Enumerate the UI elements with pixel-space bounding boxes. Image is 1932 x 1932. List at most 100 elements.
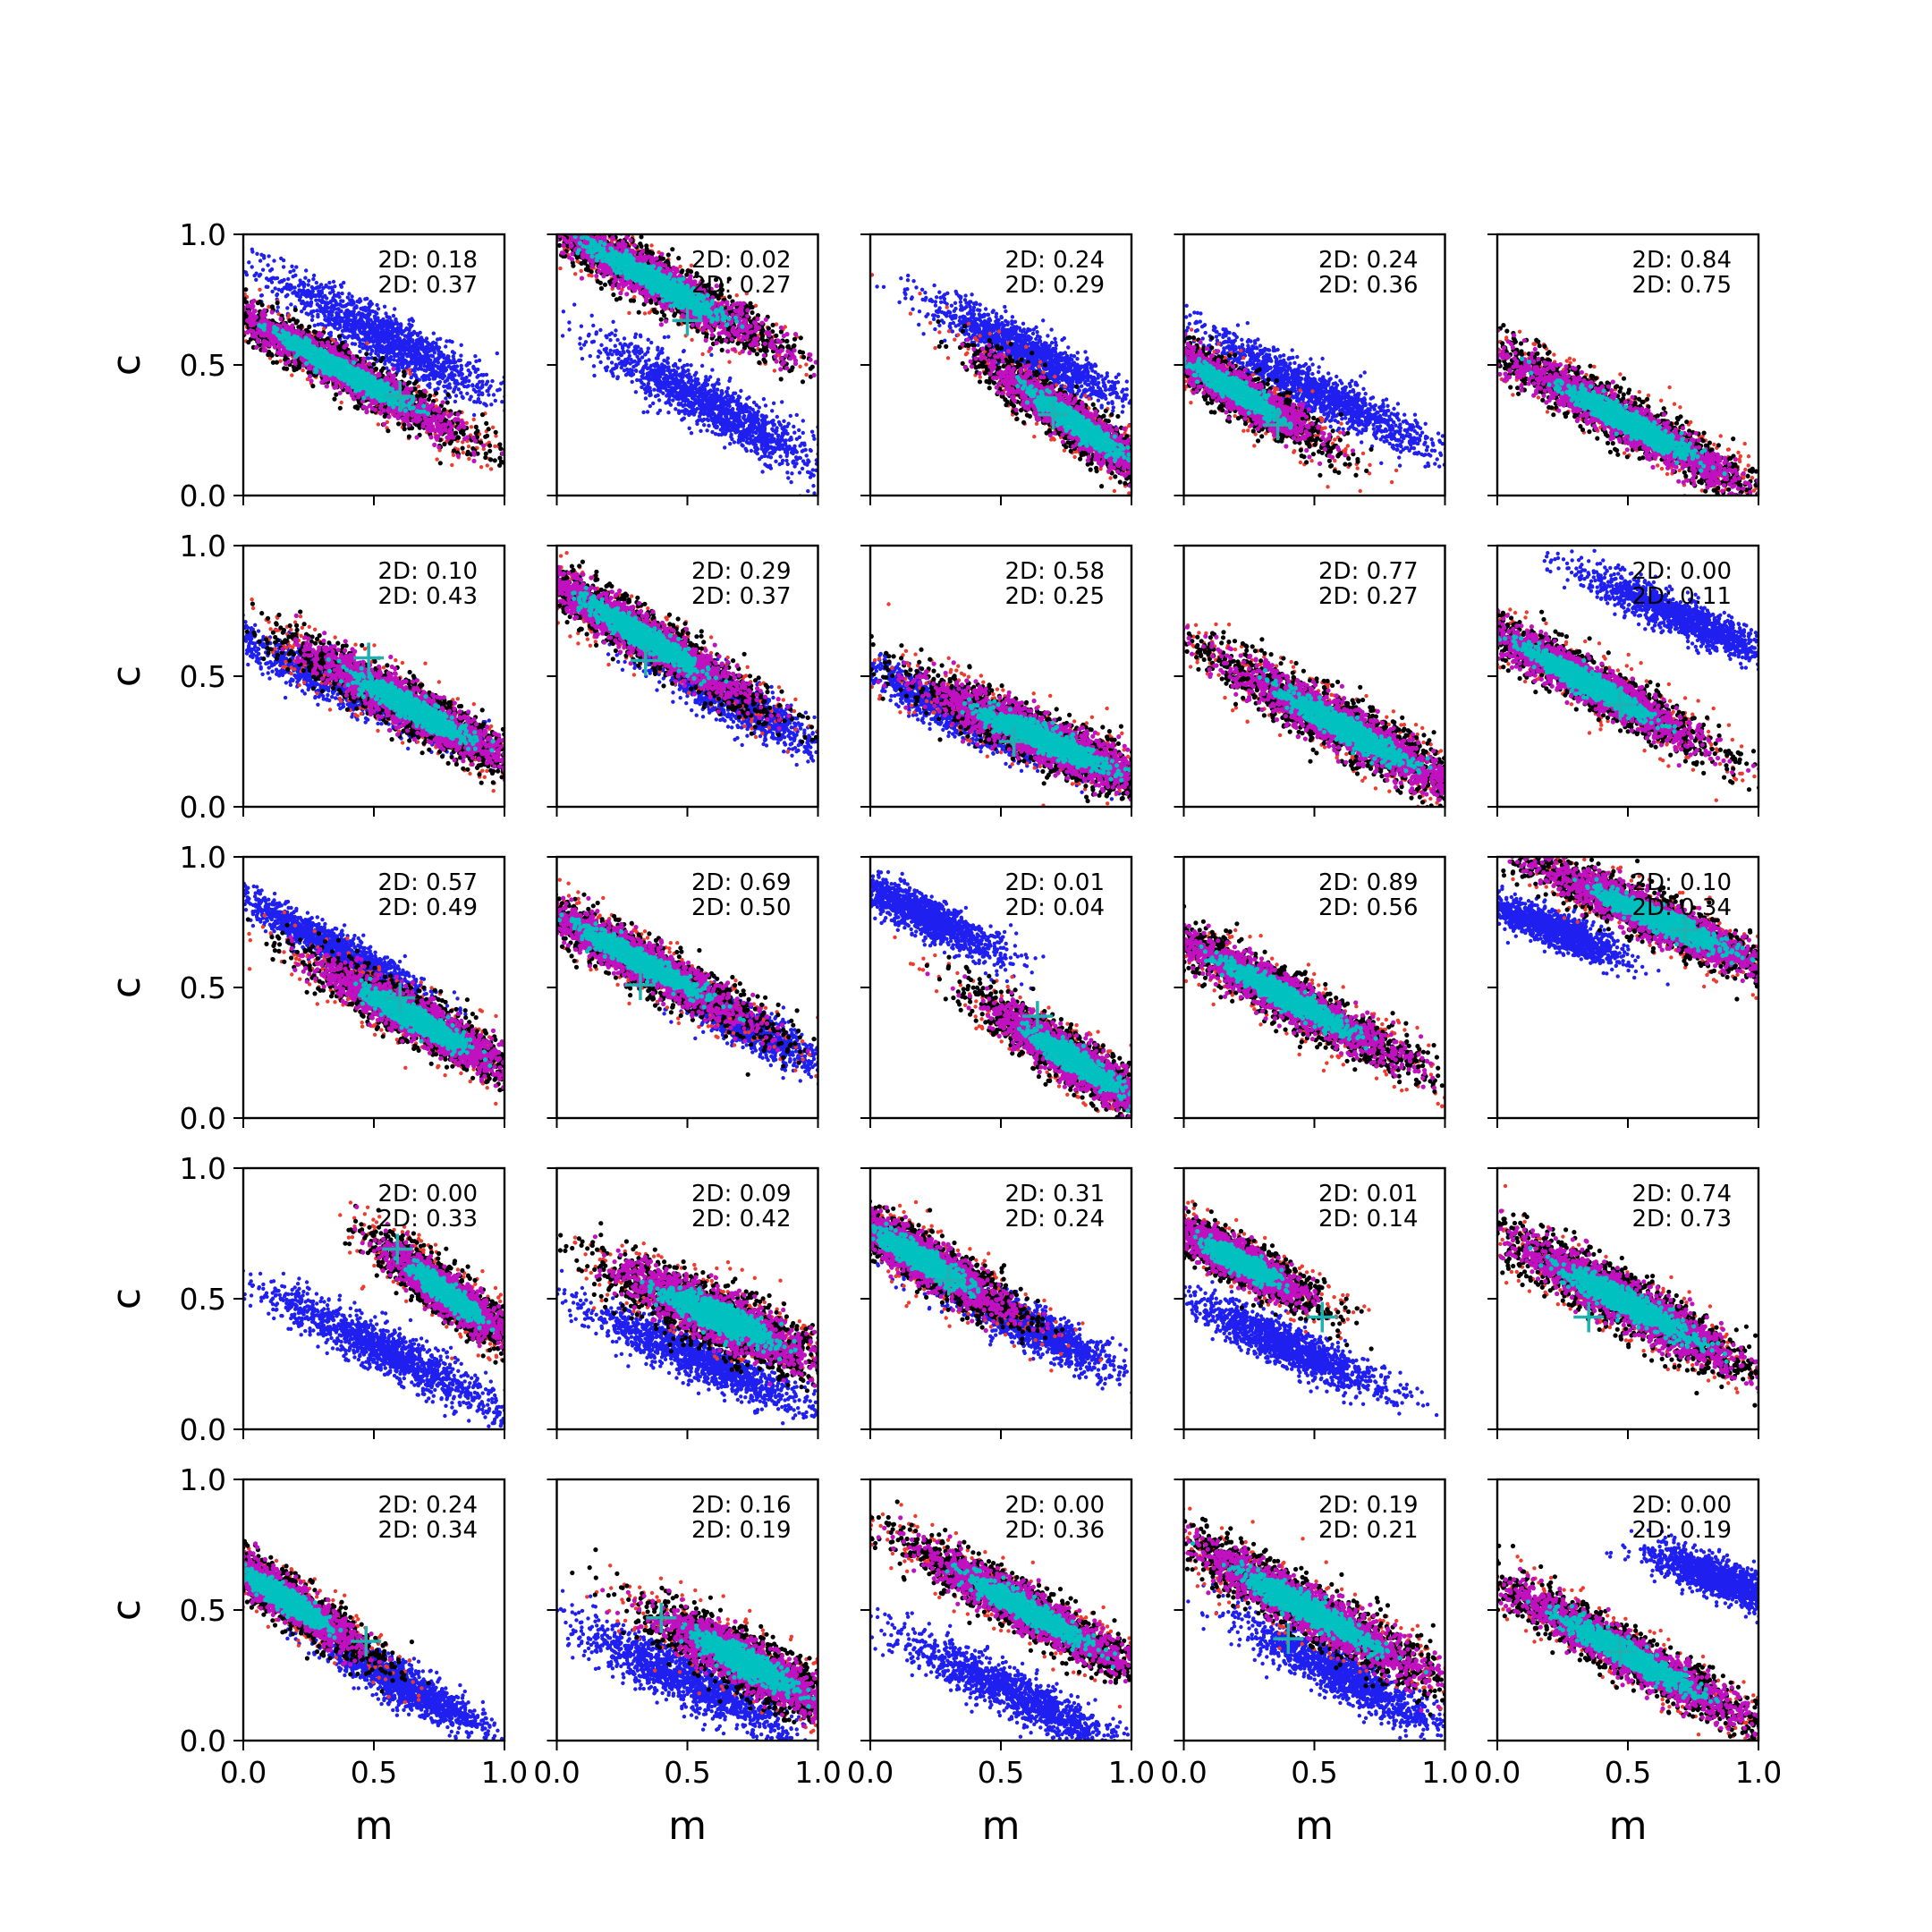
blue-scatter-series	[1605, 1529, 1838, 1632]
x-tick-label: 0.5	[1605, 1755, 1651, 1790]
y-axis-label: c	[104, 665, 149, 687]
panel-annotation: 2D: 0.75	[1632, 272, 1732, 299]
y-axis-label: c	[104, 977, 149, 998]
x-tick-label: 0.5	[351, 1755, 397, 1790]
panel-points	[1344, 257, 1932, 589]
panel-annotation: 2D: 0.00	[1632, 1492, 1732, 1519]
panel-annotation: 2D: 0.69	[691, 869, 791, 896]
panel-annotation: 2D: 0.21	[1318, 1517, 1418, 1544]
y-tick-label: 1.0	[180, 529, 226, 564]
panel-annotation: 2D: 0.33	[378, 1206, 478, 1233]
panel-annotation: 2D: 0.58	[1005, 558, 1105, 585]
panel-annotation: 2D: 0.50	[691, 894, 791, 921]
x-axis-label: m	[1609, 1803, 1648, 1849]
panel-annotation: 2D: 0.02	[691, 247, 791, 274]
panel-points	[758, 602, 1331, 871]
panel-annotation: 2D: 0.00	[378, 1181, 478, 1208]
panel-annotation: 2D: 0.74	[1632, 1181, 1732, 1208]
y-tick-label: 0.0	[180, 1724, 226, 1758]
panel-annotation: 2D: 0.19	[1632, 1517, 1732, 1544]
panel-annotation: 2D: 0.24	[378, 1492, 478, 1519]
panel-annotation: 2D: 0.24	[1005, 1206, 1105, 1233]
y-tick-label: 1.0	[180, 1462, 226, 1497]
x-tick-label: 0.5	[664, 1755, 710, 1790]
panel-points	[402, 471, 887, 813]
panel-annotation: 2D: 0.31	[1005, 1181, 1105, 1208]
x-axis-label: m	[668, 1803, 707, 1849]
panel-annotation: 2D: 0.42	[691, 1206, 791, 1233]
panel-points	[756, 1123, 1186, 1407]
y-tick-label: 0.5	[180, 970, 226, 1005]
x-axis-label: m	[355, 1803, 394, 1849]
y-tick-label: 0.5	[180, 1593, 226, 1628]
panel-annotation: 2D: 0.36	[1005, 1517, 1105, 1544]
y-tick-label: 0.0	[180, 790, 226, 825]
panel-annotation: 2D: 0.25	[1005, 583, 1105, 610]
panel-points	[1368, 793, 1932, 1049]
red-scatter-series	[55, 1465, 424, 1704]
panel-annotation: 2D: 0.57	[378, 869, 478, 896]
x-tick-label: 0.0	[220, 1755, 267, 1790]
x-tick-label: 0.5	[978, 1755, 1024, 1790]
panel-annotation: 2D: 0.29	[1005, 272, 1105, 299]
panel-annotation: 2D: 0.10	[378, 558, 478, 585]
panel-annotation: 2D: 0.01	[1318, 1181, 1418, 1208]
y-tick-label: 0.5	[180, 659, 226, 694]
y-axis-label: c	[104, 1599, 149, 1621]
x-tick-label: 1.0	[1108, 1755, 1155, 1790]
x-tick-label: 1.0	[481, 1755, 528, 1790]
panel-annotation: 2D: 0.16	[691, 1492, 791, 1519]
panel-points	[55, 1465, 564, 1791]
y-tick-label: 1.0	[180, 1151, 226, 1186]
panel-annotation: 2D: 0.24	[1318, 247, 1418, 274]
panel-annotation: 2D: 0.11	[1632, 583, 1732, 610]
panel-annotation: 2D: 0.04	[1005, 894, 1105, 921]
blue-scatter-series	[766, 826, 1046, 990]
panel-annotation: 2D: 0.14	[1318, 1206, 1418, 1233]
panel-annotation: 2D: 0.00	[1005, 1492, 1105, 1519]
panel-annotation: 2D: 0.37	[378, 272, 478, 299]
x-tick-label: 0.0	[847, 1755, 894, 1790]
panel-annotation: 2D: 0.37	[691, 583, 791, 610]
panel-annotation: 2D: 0.36	[1318, 272, 1418, 299]
panel-annotation: 2D: 0.10	[1632, 869, 1732, 896]
x-tick-label: 0.5	[1291, 1755, 1337, 1790]
panel-annotation: 2D: 0.18	[378, 247, 478, 274]
panel-annotation: 2D: 0.49	[378, 894, 478, 921]
y-tick-label: 1.0	[180, 217, 226, 252]
y-tick-label: 0.0	[180, 1101, 226, 1136]
panel-annotation: 2D: 0.29	[691, 558, 791, 585]
x-tick-label: 0.0	[1160, 1755, 1207, 1790]
panel-annotation: 2D: 0.84	[1632, 247, 1732, 274]
y-tick-label: 0.5	[180, 348, 226, 383]
panel-annotation: 2D: 0.34	[1632, 894, 1732, 921]
x-tick-label: 0.0	[1474, 1755, 1521, 1790]
panel-annotation: 2D: 0.43	[378, 583, 478, 610]
y-tick-label: 0.5	[180, 1282, 226, 1317]
panel-annotation: 2D: 0.01	[1005, 869, 1105, 896]
panel-points	[1358, 1487, 1843, 1790]
x-axis-label: m	[982, 1803, 1021, 1849]
panel-annotation: 2D: 0.56	[1318, 894, 1418, 921]
y-axis-label: c	[104, 354, 149, 376]
panel-points	[78, 210, 606, 507]
panel-annotation: 2D: 0.27	[1318, 583, 1418, 610]
x-tick-label: 0.0	[533, 1755, 580, 1790]
panel-annotation: 2D: 0.24	[1005, 247, 1105, 274]
